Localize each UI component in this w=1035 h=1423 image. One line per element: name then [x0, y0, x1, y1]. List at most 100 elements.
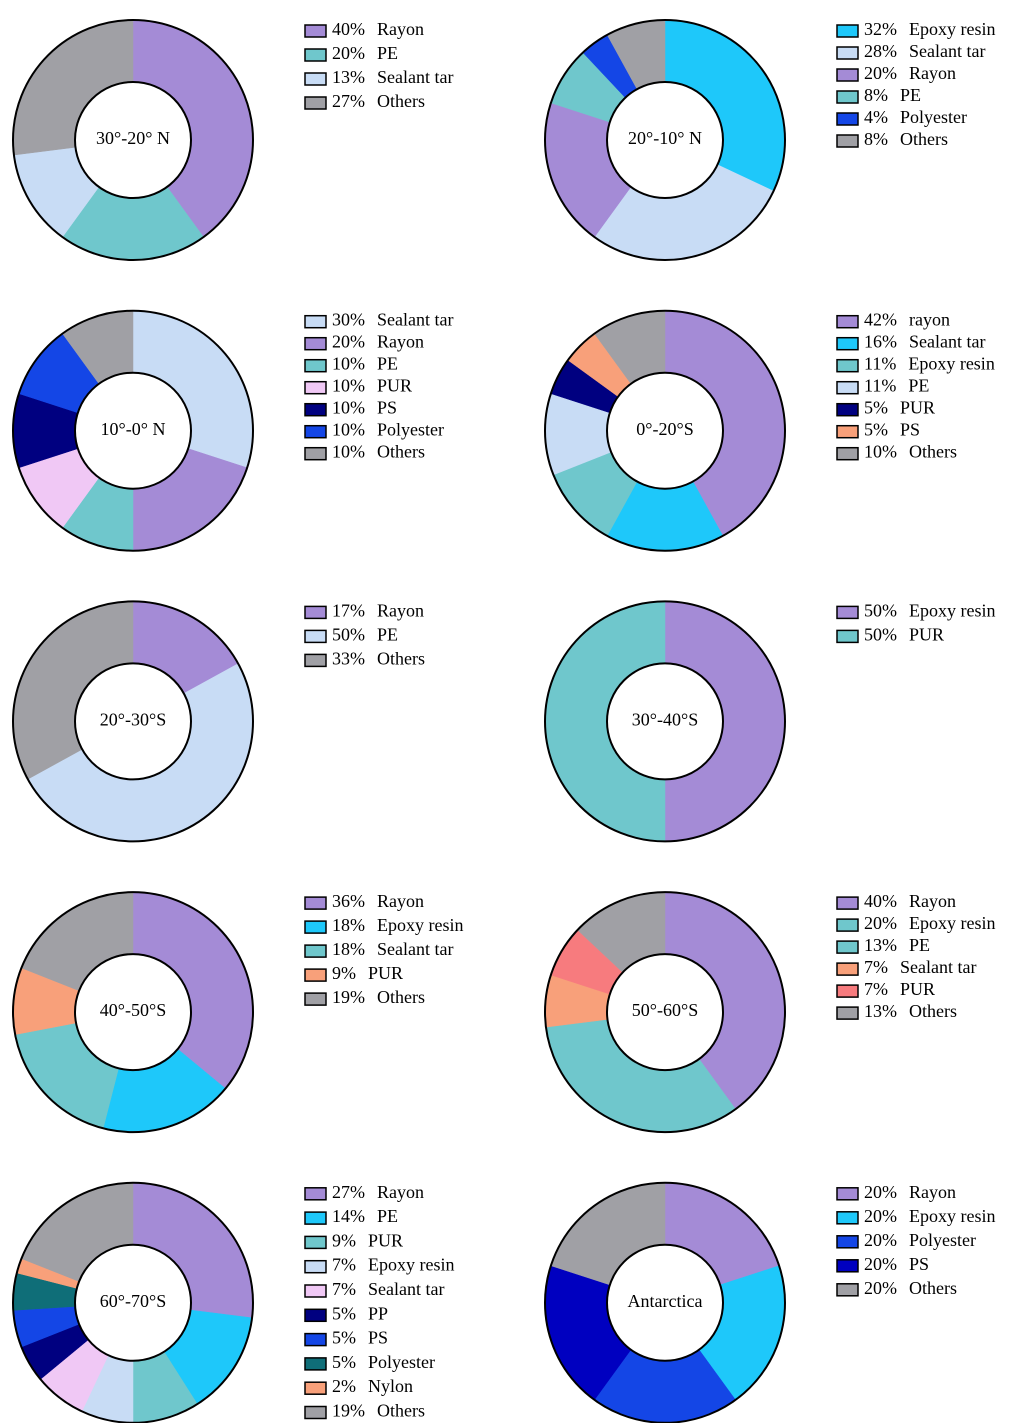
- legend-name: Others: [377, 987, 425, 1007]
- legend-label: 20% Others: [864, 1278, 957, 1298]
- legend-label: 17% Rayon: [332, 601, 424, 621]
- legend-entry: 7% Epoxy resin: [304, 1255, 454, 1275]
- outer-ring: [544, 891, 786, 1134]
- legend-value: 10%: [332, 354, 365, 374]
- legend-value: 20%: [864, 63, 897, 83]
- legend-entry: 42% rayon: [836, 310, 950, 330]
- legend-entry: 5% PS: [836, 420, 920, 440]
- donut-chart: 0°-20°S 42% rayon 16% Sealant tar 11% Epoxy re…: [544, 309, 995, 552]
- legend-value: 7%: [864, 957, 888, 977]
- outer-ring: [544, 600, 786, 843]
- legend-entry: 17% Rayon: [304, 601, 424, 621]
- legend-name: Rayon: [909, 63, 956, 83]
- legend-name: PUR: [900, 979, 935, 999]
- legend-label: 9% PUR: [332, 1231, 403, 1251]
- center-label: 40°-50°S: [100, 1000, 166, 1020]
- legend-name: PUR: [368, 1231, 403, 1251]
- legend-swatch: [836, 336, 859, 351]
- legend-swatch: [304, 72, 327, 86]
- legend-value: 50%: [332, 625, 365, 645]
- legend-entry: 14% PE: [304, 1206, 398, 1226]
- legend-swatch: [304, 1381, 327, 1395]
- legend-entry: 11% Epoxy resin: [836, 354, 995, 374]
- legend-value: 50%: [864, 625, 897, 645]
- inner-ring: [606, 371, 724, 490]
- legend-label: 5% PS: [864, 420, 920, 440]
- legend-swatch: [836, 424, 859, 439]
- legend-swatch: [304, 896, 327, 910]
- legend-name: Epoxy resin: [377, 915, 463, 935]
- legend-value: 42%: [864, 310, 897, 330]
- legend-entry: 40% Rayon: [304, 19, 424, 39]
- legend-name: Sealant tar: [377, 939, 453, 959]
- legend-label: 20% PS: [864, 1254, 929, 1274]
- legend-name: Epoxy resin: [909, 1206, 995, 1226]
- legend-entry: 4% Polyester: [836, 107, 967, 127]
- legend-value: 32%: [864, 19, 897, 39]
- center-label: 20°-10° N: [628, 128, 702, 148]
- legend-swatch: [304, 1235, 327, 1250]
- legend-entry: 11% PE: [836, 376, 929, 396]
- legend-label: 10% Others: [864, 442, 957, 462]
- legend-name: Others: [377, 442, 425, 462]
- legend-name: PS: [377, 398, 397, 418]
- donut-chart: Antarctica 20% Rayon 20% Epoxy resin 20% Polye…: [544, 1181, 995, 1423]
- legend-entry: 20% Epoxy resin: [836, 1206, 995, 1226]
- legend-swatch: [836, 1211, 859, 1225]
- legend-name: PS: [368, 1328, 388, 1348]
- legend-entry: 20% Others: [836, 1278, 957, 1298]
- legend-label: 33% Others: [332, 649, 425, 669]
- legend-label: 42% rayon: [864, 310, 950, 330]
- legend-label: 4% Polyester: [864, 107, 967, 127]
- outer-ring: [12, 309, 254, 552]
- legend-value: 28%: [864, 41, 897, 61]
- legend-entry: 18% Sealant tar: [304, 939, 453, 959]
- legend-label: 11% Epoxy resin: [864, 354, 995, 374]
- legend-label: 28% Sealant tar: [864, 41, 985, 61]
- legend-entry: 50% Epoxy resin: [836, 601, 995, 621]
- legend-name: Others: [909, 1001, 957, 1021]
- legend-value: 2%: [332, 1376, 356, 1396]
- legend-swatch: [836, 314, 859, 329]
- legend-label: 7% Sealant tar: [332, 1279, 444, 1299]
- legend-value: 7%: [864, 979, 888, 999]
- legend-label: 20% PE: [332, 43, 398, 63]
- legend-swatch: [836, 1235, 859, 1249]
- legend-entry: 20% Epoxy resin: [836, 913, 995, 933]
- center-label: Antarctica: [628, 1291, 703, 1311]
- legend-entry: 20% PS: [836, 1254, 929, 1274]
- legend-name: Rayon: [909, 1182, 956, 1202]
- legend-value: 8%: [864, 129, 888, 149]
- outer-ring: [12, 891, 254, 1134]
- legend-name: PE: [377, 43, 398, 63]
- inner-ring: [74, 953, 192, 1072]
- legend-value: 11%: [864, 354, 896, 374]
- legend-swatch: [304, 96, 327, 110]
- legend-value: 5%: [332, 1328, 356, 1348]
- legend-label: 10% Others: [332, 442, 425, 462]
- legend-swatch: [304, 1308, 327, 1323]
- legend-entry: 20% Rayon: [304, 332, 424, 352]
- legend-swatch: [836, 24, 859, 38]
- legend-label: 11% PE: [864, 376, 929, 396]
- legend-value: 4%: [864, 107, 888, 127]
- legend-swatch: [836, 46, 859, 60]
- legend-entry: 20% Rayon: [836, 1182, 956, 1202]
- legend-swatch: [304, 1405, 327, 1420]
- legend-swatch: [304, 424, 327, 439]
- inner-ring: [74, 371, 192, 490]
- legend-value: 33%: [332, 649, 365, 669]
- legend-label: 13% Others: [864, 1001, 957, 1021]
- legend-value: 20%: [864, 1206, 897, 1226]
- legend-name: Sealant tar: [900, 957, 976, 977]
- legend-value: 5%: [864, 398, 888, 418]
- legend-name: Nylon: [368, 1376, 413, 1396]
- legend-name: Sealant tar: [368, 1279, 444, 1299]
- legend-value: 8%: [864, 85, 888, 105]
- legend-value: 17%: [332, 601, 365, 621]
- legend-entry: 8% PE: [836, 85, 921, 105]
- legend-value: 10%: [864, 442, 897, 462]
- legend-entry: 7% Sealant tar: [836, 957, 976, 977]
- inner-ring: [74, 662, 192, 781]
- legend-value: 13%: [864, 935, 897, 955]
